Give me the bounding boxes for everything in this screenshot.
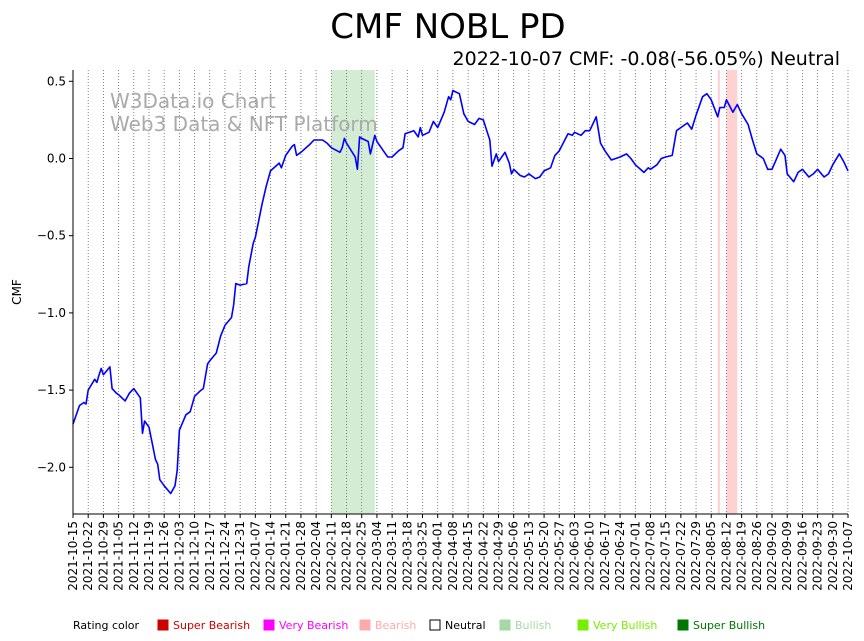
legend-swatch bbox=[263, 619, 275, 631]
x-tick-label: 2022-07-15 bbox=[659, 521, 673, 591]
x-tick-label: 2022-05-13 bbox=[522, 521, 536, 591]
x-tick-label: 2022-05-20 bbox=[537, 521, 551, 591]
chart-title: CMF NOBL PD bbox=[330, 7, 565, 47]
x-tick-label: 2022-04-22 bbox=[476, 521, 490, 591]
shaded-region bbox=[331, 70, 375, 514]
legend-item-label: Bullish bbox=[515, 619, 551, 632]
x-tick-label: 2022-03-18 bbox=[400, 521, 414, 591]
y-tick-label: −2.0 bbox=[37, 460, 66, 474]
legend-swatch bbox=[677, 619, 689, 631]
x-tick-label: 2022-07-08 bbox=[643, 521, 657, 591]
x-tick-label: 2021-11-26 bbox=[157, 521, 171, 591]
x-tick-label: 2022-01-07 bbox=[248, 521, 262, 591]
x-tick-label: 2022-09-09 bbox=[780, 521, 794, 591]
shaded-region bbox=[726, 70, 738, 514]
x-tick-label: 2022-08-19 bbox=[735, 521, 749, 591]
x-tick-label: 2022-07-01 bbox=[628, 521, 642, 591]
y-tick-label: −0.5 bbox=[37, 229, 66, 243]
legend-item-label: Super Bullish bbox=[693, 619, 765, 632]
x-tick-label: 2022-03-04 bbox=[370, 521, 384, 591]
x-tick-label: 2022-03-25 bbox=[416, 521, 430, 591]
rating-legend: Rating color Super Bearish Very Bearish Be… bbox=[73, 619, 765, 632]
legend-item-label: Very Bullish bbox=[593, 619, 657, 632]
plot-area bbox=[72, 89, 849, 495]
chart-subtitle: 2022-10-07 CMF: -0.08(-56.05%) Neutral bbox=[453, 48, 840, 70]
x-tick-label: 2022-02-18 bbox=[340, 521, 354, 591]
x-tick-label: 2022-06-03 bbox=[567, 521, 581, 591]
x-tick-label: 2022-06-17 bbox=[598, 521, 612, 591]
legend-item-label: Neutral bbox=[445, 619, 486, 632]
x-tick-label: 2022-01-21 bbox=[279, 521, 293, 591]
x-tick-label: 2022-05-27 bbox=[552, 521, 566, 591]
x-tick-label: 2022-08-26 bbox=[750, 521, 764, 591]
y-axis: 0.5 0.0 −0.5 −1.0 −1.5 −2.0 bbox=[37, 74, 73, 474]
y-tick-label: −1.5 bbox=[37, 383, 66, 397]
x-tick-label: 2021-10-29 bbox=[96, 521, 110, 591]
cmf-series-line bbox=[72, 89, 849, 495]
x-tick-label: 2022-04-08 bbox=[446, 521, 460, 591]
y-tick-label: −1.0 bbox=[37, 306, 66, 320]
legend-swatch bbox=[577, 619, 589, 631]
x-tick-label: 2022-04-15 bbox=[461, 521, 475, 591]
x-tick-label: 2022-02-25 bbox=[355, 521, 369, 591]
watermark-line-2: Web3 Data & NFT Platform bbox=[110, 112, 378, 136]
x-tick-label: 2021-12-31 bbox=[233, 521, 247, 591]
x-tick-label: 2021-12-24 bbox=[218, 521, 232, 591]
x-tick-label: 2021-10-15 bbox=[66, 521, 80, 591]
watermark-line-1: W3Data.io Chart bbox=[110, 89, 276, 113]
x-tick-label: 2022-09-23 bbox=[811, 521, 825, 591]
legend-item-label: Super Bearish bbox=[173, 619, 250, 632]
legend-item-label: Bearish bbox=[375, 619, 416, 632]
x-tick-label: 2022-09-16 bbox=[795, 521, 809, 591]
x-tick-label: 2022-07-29 bbox=[689, 521, 703, 591]
x-tick-label: 2022-08-12 bbox=[719, 521, 733, 591]
x-tick-label: 2022-06-10 bbox=[583, 521, 597, 591]
x-tick-label: 2021-12-17 bbox=[203, 521, 217, 591]
x-tick-label: 2022-04-01 bbox=[431, 521, 445, 591]
x-tick-label: 2022-05-06 bbox=[507, 521, 521, 591]
legend-swatch bbox=[499, 619, 511, 631]
vertical-grid bbox=[72, 70, 849, 514]
legend-item-label: Very Bearish bbox=[279, 619, 348, 632]
y-tick-label: 0.0 bbox=[47, 152, 66, 166]
x-tick-label: 2021-12-03 bbox=[172, 521, 186, 591]
legend-swatch bbox=[429, 619, 441, 631]
x-tick-label: 2022-06-24 bbox=[613, 521, 627, 591]
x-tick-label: 2022-01-14 bbox=[264, 521, 278, 591]
x-axis: 2021-10-15 2021-10-22 2021-10-29 2021-11-05… bbox=[66, 514, 855, 591]
rating-shading bbox=[331, 70, 738, 514]
legend-swatch bbox=[359, 619, 371, 631]
legend-heading: Rating color bbox=[73, 619, 140, 632]
x-tick-label: 2022-09-30 bbox=[826, 521, 840, 591]
x-tick-label: 2022-01-28 bbox=[294, 521, 308, 591]
x-tick-label: 2021-11-05 bbox=[112, 521, 126, 591]
x-tick-label: 2022-02-04 bbox=[309, 521, 323, 591]
x-tick-label: 2022-10-07 bbox=[841, 521, 855, 591]
x-tick-label: 2021-10-22 bbox=[81, 521, 95, 591]
legend-swatch bbox=[157, 619, 169, 631]
x-tick-label: 2022-04-29 bbox=[491, 521, 505, 591]
shaded-region bbox=[717, 70, 720, 514]
x-tick-label: 2022-07-22 bbox=[674, 521, 688, 591]
y-axis-label: CMF bbox=[10, 279, 24, 305]
x-tick-label: 2022-03-11 bbox=[385, 521, 399, 591]
x-tick-label: 2022-09-02 bbox=[765, 521, 779, 591]
x-tick-label: 2022-08-05 bbox=[704, 521, 718, 591]
x-tick-label: 2021-11-19 bbox=[142, 521, 156, 591]
x-tick-label: 2021-12-10 bbox=[188, 521, 202, 591]
x-tick-label: 2022-02-11 bbox=[324, 521, 338, 591]
y-tick-label: 0.5 bbox=[47, 74, 66, 88]
x-tick-label: 2021-11-12 bbox=[127, 521, 141, 591]
